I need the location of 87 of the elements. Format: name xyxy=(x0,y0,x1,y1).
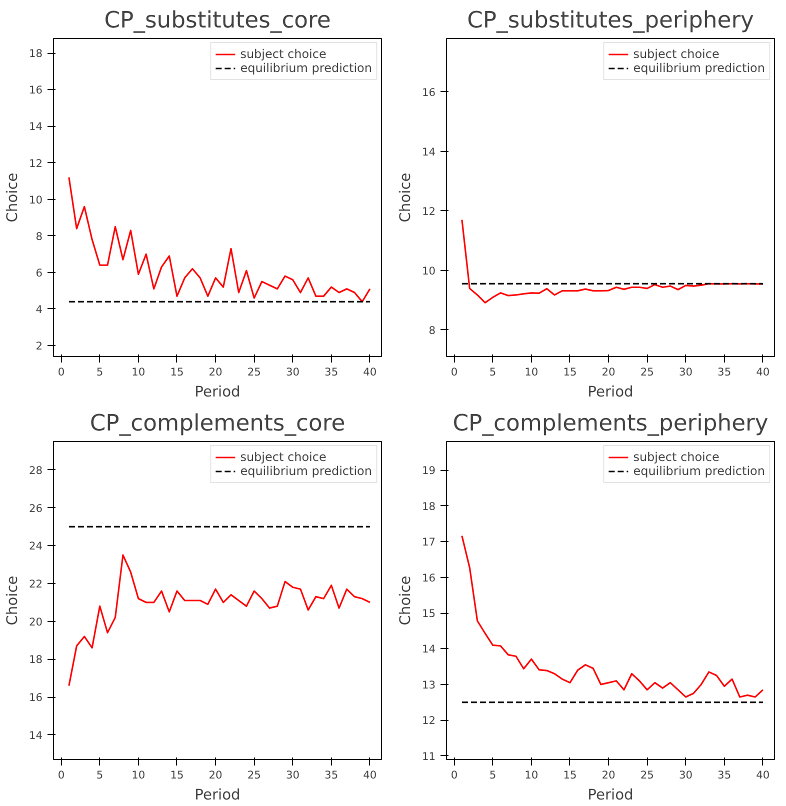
x-tick-label: 5 xyxy=(489,366,496,378)
y-tick-label: 18 xyxy=(28,47,43,60)
x-axis-title: Period xyxy=(588,786,634,804)
y-tick-label: 10 xyxy=(28,193,43,206)
chart-title: CP_substitutes_core xyxy=(104,8,331,34)
x-tick-label: 15 xyxy=(563,768,577,782)
x-tick-label: 0 xyxy=(450,768,458,782)
y-tick-label: 12 xyxy=(28,156,43,170)
y-tick-label: 16 xyxy=(28,84,43,97)
x-tick-label: 20 xyxy=(208,366,223,378)
y-tick-label: 11 xyxy=(422,750,436,763)
x-tick-label: 25 xyxy=(247,366,261,378)
legend-label: subject choice xyxy=(240,47,326,61)
x-tick-label: 20 xyxy=(602,366,616,378)
y-axis-title: Choice xyxy=(396,576,414,626)
x-tick-label: 35 xyxy=(324,768,338,782)
y-axis-title: Choice xyxy=(4,576,21,626)
x-tick-label: 5 xyxy=(96,366,104,378)
y-tick-label: 18 xyxy=(28,653,43,666)
chart-title: CP_complements_core xyxy=(90,410,346,436)
x-tick-label: 25 xyxy=(640,768,654,782)
x-tick-label: 0 xyxy=(450,366,458,378)
x-tick-label: 30 xyxy=(286,366,300,378)
x-tick-label: 30 xyxy=(678,366,693,378)
y-tick-label: 14 xyxy=(28,728,43,742)
y-tick-label: 4 xyxy=(36,302,43,316)
x-tick-label: 35 xyxy=(324,366,338,378)
x-tick-label: 5 xyxy=(96,768,104,782)
x-tick-label: 25 xyxy=(247,768,261,782)
legend-label: subject choice xyxy=(240,450,326,464)
x-tick-label: 15 xyxy=(170,366,184,378)
x-tick-label: 30 xyxy=(678,768,693,782)
y-axis-title: Choice xyxy=(4,172,21,222)
y-tick-label: 22 xyxy=(28,577,43,590)
y-tick-label: 16 xyxy=(28,691,43,704)
x-tick-label: 20 xyxy=(208,768,223,782)
y-tick-label: 8 xyxy=(428,324,436,337)
x-tick-label: 40 xyxy=(363,768,377,782)
x-tick-label: 25 xyxy=(640,366,654,378)
x-tick-label: 35 xyxy=(718,768,732,782)
x-tick-label: 35 xyxy=(718,366,732,378)
y-tick-label: 20 xyxy=(28,615,43,628)
y-tick-label: 14 xyxy=(422,642,436,656)
legend-label: equilibrium prediction xyxy=(240,464,372,478)
y-tick-label: 14 xyxy=(422,145,436,158)
y-tick-label: 16 xyxy=(422,86,436,99)
y-tick-label: 2 xyxy=(36,340,42,353)
x-tick-label: 0 xyxy=(58,366,65,378)
y-tick-label: 10 xyxy=(422,264,436,278)
y-tick-label: 18 xyxy=(422,500,436,513)
y-tick-label: 17 xyxy=(422,536,436,549)
x-axis-title: Period xyxy=(194,786,240,804)
y-tick-label: 8 xyxy=(36,230,43,243)
y-tick-label: 13 xyxy=(422,678,436,692)
x-tick-label: 15 xyxy=(170,768,184,782)
x-tick-label: 0 xyxy=(58,768,65,782)
x-tick-label: 40 xyxy=(756,366,770,378)
y-tick-label: 12 xyxy=(422,714,436,728)
x-tick-label: 10 xyxy=(132,366,146,378)
x-axis-title: Period xyxy=(194,384,240,400)
legend-label: equilibrium prediction xyxy=(633,61,765,75)
y-tick-label: 12 xyxy=(422,204,436,218)
x-axis-title: Period xyxy=(588,384,634,400)
x-tick-label: 10 xyxy=(524,768,538,782)
legend-label: equilibrium prediction xyxy=(633,464,765,478)
x-tick-label: 10 xyxy=(132,768,146,782)
y-tick-label: 19 xyxy=(422,464,436,478)
x-tick-label: 10 xyxy=(524,366,538,378)
legend-label: subject choice xyxy=(633,47,720,61)
x-tick-label: 15 xyxy=(563,366,577,378)
x-tick-label: 5 xyxy=(489,768,496,782)
y-tick-label: 26 xyxy=(28,502,43,515)
y-tick-label: 24 xyxy=(28,540,43,553)
x-tick-label: 20 xyxy=(602,768,616,782)
legend-label: equilibrium prediction xyxy=(240,61,372,75)
x-tick-label: 40 xyxy=(756,768,770,782)
y-axis-title: Choice xyxy=(396,172,414,222)
y-tick-label: 15 xyxy=(422,607,436,620)
chart-title: CP_substitutes_periphery xyxy=(467,8,754,34)
legend-label: subject choice xyxy=(633,450,720,464)
y-tick-label: 16 xyxy=(422,571,436,584)
x-tick-label: 40 xyxy=(363,366,377,378)
y-tick-label: 14 xyxy=(28,120,43,134)
x-tick-label: 30 xyxy=(286,768,300,782)
y-tick-label: 6 xyxy=(36,266,43,280)
y-tick-label: 28 xyxy=(28,464,43,477)
chart-title: CP_complements_periphery xyxy=(452,410,768,436)
